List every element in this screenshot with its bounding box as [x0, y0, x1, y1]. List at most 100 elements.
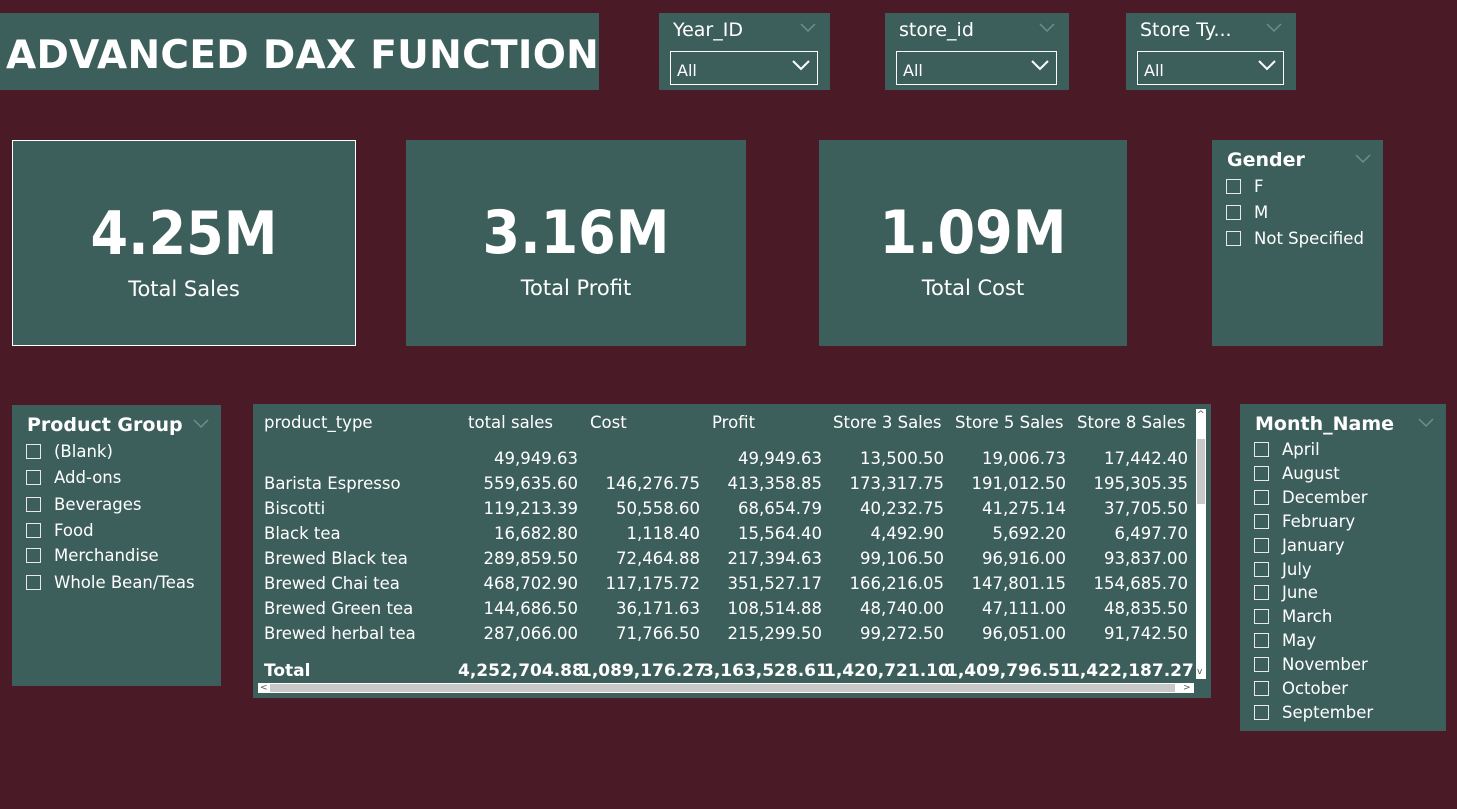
scroll-left-icon[interactable]: <: [260, 683, 268, 693]
slicer-label: Product Group: [27, 414, 183, 436]
chevron-down-icon[interactable]: [1039, 23, 1055, 33]
total-cell: 1,089,176.27: [580, 661, 706, 681]
table-cell: 93,837.00: [1104, 549, 1188, 568]
table-cell: 71,766.50: [616, 624, 700, 643]
chevron-down-icon[interactable]: [1266, 23, 1282, 33]
chevron-down-icon[interactable]: [1418, 418, 1434, 428]
checkbox[interactable]: [26, 470, 41, 485]
table-cell: 191,012.50: [971, 474, 1066, 493]
product-type-cell: Brewed Chai tea: [264, 574, 400, 593]
checkbox[interactable]: [1254, 513, 1269, 529]
checkbox[interactable]: [1226, 179, 1241, 194]
table-cell: 351,527.17: [727, 574, 822, 593]
checkbox[interactable]: [26, 575, 41, 590]
checkbox[interactable]: [1254, 442, 1269, 457]
checkbox[interactable]: [1254, 465, 1269, 481]
table-cell: 68,654.79: [738, 499, 822, 518]
vertical-scrollbar[interactable]: ^ v: [1196, 409, 1206, 679]
checkbox[interactable]: [1254, 681, 1269, 696]
table-cell: 6,497.70: [1114, 524, 1188, 543]
total-cost-card[interactable]: 1.09M Total Cost: [819, 140, 1127, 346]
chevron-down-icon[interactable]: [800, 23, 816, 33]
column-header[interactable]: Profit: [712, 413, 756, 432]
column-header[interactable]: total sales: [468, 413, 554, 432]
table-row[interactable]: Brewed herbal tea 287,066.00 71,766.50 215,…: [253, 624, 1196, 648]
checkbox[interactable]: [1254, 633, 1269, 649]
checkbox[interactable]: [1226, 231, 1241, 246]
table-cell: 195,305.35: [1093, 474, 1188, 493]
checkbox[interactable]: [1254, 537, 1269, 553]
table-cell: 559,635.60: [483, 474, 578, 493]
scroll-down-icon[interactable]: v: [1197, 667, 1203, 677]
table-body-viewport: product_type total sales Cost Profit Sto…: [253, 404, 1196, 659]
table-row[interactable]: Barista Espresso 559,635.60 146,276.75 413,…: [253, 474, 1196, 498]
year-id-slicer[interactable]: Year_ID All: [659, 13, 830, 90]
checkbox[interactable]: [1226, 205, 1241, 220]
total-cell: 3,163,528.61: [702, 661, 828, 681]
title-banner: ADVANCED DAX FUNCTION: [0, 13, 599, 90]
table-cell: 72,464.88: [616, 549, 700, 568]
checkbox[interactable]: [1254, 585, 1269, 601]
total-sales-card[interactable]: 4.25M Total Sales: [12, 140, 356, 346]
kpi-label: Total Profit: [520, 276, 632, 300]
sales-matrix-table: product_type total sales Cost Profit Sto…: [253, 404, 1211, 698]
checkbox[interactable]: [26, 444, 41, 459]
scroll-up-icon[interactable]: ^: [1197, 410, 1205, 420]
checkbox[interactable]: [26, 497, 41, 512]
store-type-slicer[interactable]: Store Ty... All: [1126, 13, 1296, 90]
table-cell: 49,949.63: [494, 449, 578, 468]
table-cell: 40,232.75: [860, 499, 944, 518]
checkbox[interactable]: [1254, 657, 1269, 673]
column-header[interactable]: Store 3 Sales: [833, 413, 942, 432]
scrollbar-thumb[interactable]: [270, 684, 1175, 692]
table-row[interactable]: Brewed Chai tea 468,702.90 117,175.72 351,5…: [253, 574, 1196, 598]
checkbox[interactable]: [1254, 561, 1269, 577]
product-type-cell: Barista Espresso: [264, 474, 401, 493]
table-total-row: Total 4,252,704.88 1,089,176.27 3,163,52…: [253, 661, 1196, 685]
table-row-clipped[interactable]: [253, 649, 1196, 659]
table-cell: 117,175.72: [605, 574, 700, 593]
chevron-down-icon[interactable]: [193, 419, 209, 429]
store-id-slicer[interactable]: store_id All: [885, 13, 1069, 90]
table-row[interactable]: Brewed Black tea 289,859.50 72,464.88 217,3…: [253, 549, 1196, 573]
dropdown-value: All: [903, 61, 923, 80]
table-cell: 146,276.75: [605, 474, 700, 493]
table-cell: 91,742.50: [1104, 624, 1188, 643]
checkbox[interactable]: [1254, 489, 1269, 505]
store-type-dropdown[interactable]: All: [1137, 51, 1284, 85]
checkbox[interactable]: [26, 523, 41, 538]
table-row[interactable]: Black tea 16,682.80 1,118.40 15,564.40 4,492…: [253, 524, 1196, 548]
scroll-right-icon[interactable]: >: [1183, 683, 1191, 693]
table-cell: 287,066.00: [483, 624, 578, 643]
column-header[interactable]: Cost: [590, 413, 627, 432]
store-id-dropdown[interactable]: All: [896, 51, 1057, 85]
kpi-value: 3.16M: [482, 198, 670, 268]
horizontal-scrollbar[interactable]: < >: [258, 683, 1194, 693]
table-cell: 37,705.50: [1104, 499, 1188, 518]
table-cell: 16,682.80: [494, 524, 578, 543]
slicer-label: Month_Name: [1255, 413, 1395, 435]
chevron-down-icon[interactable]: [1355, 154, 1371, 164]
chevron-down-icon: [1031, 60, 1049, 71]
table-cell: 48,740.00: [860, 599, 944, 618]
table-cell: 15,564.40: [738, 524, 822, 543]
table-cell: 99,272.50: [860, 624, 944, 643]
table-row[interactable]: Brewed Green tea 144,686.50 36,171.63 108,5…: [253, 599, 1196, 623]
table-row[interactable]: Biscotti 119,213.39 50,558.60 68,654.79 40,2…: [253, 499, 1196, 523]
table-cell: 166,216.05: [849, 574, 944, 593]
scrollbar-thumb[interactable]: [1197, 439, 1205, 504]
checkbox[interactable]: [26, 548, 41, 563]
month-name-slicer: Month_Name April August December February Ja…: [1240, 404, 1446, 731]
product-type-cell: Biscotti: [264, 499, 326, 518]
total-profit-card[interactable]: 3.16M Total Profit: [406, 140, 746, 346]
total-cell: 4,252,704.88: [458, 661, 584, 681]
checkbox[interactable]: [1254, 704, 1269, 720]
table-row[interactable]: 49,949.63 49,949.63 13,500.50 19,006.73 17,4…: [253, 449, 1196, 473]
table-cell: 96,051.00: [982, 624, 1066, 643]
checkbox[interactable]: [1254, 609, 1269, 625]
column-header[interactable]: product_type: [264, 413, 373, 432]
table-cell: 4,492.90: [870, 524, 944, 543]
column-header[interactable]: Store 5 Sales: [955, 413, 1064, 432]
column-header[interactable]: Store 8 Sales: [1077, 413, 1186, 432]
year-id-dropdown[interactable]: All: [670, 51, 818, 85]
